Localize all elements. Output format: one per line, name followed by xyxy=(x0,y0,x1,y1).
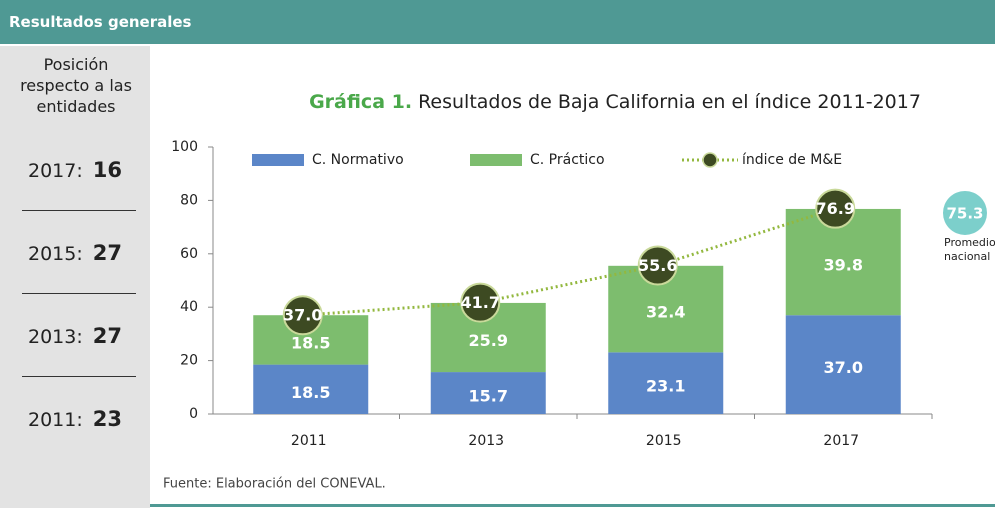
legend-label: C. Normativo xyxy=(312,152,404,168)
value-label: 18.5 xyxy=(291,383,330,402)
legend-label: C. Práctico xyxy=(530,152,605,168)
value-label: 32.4 xyxy=(646,303,685,322)
ranking-position: 27 xyxy=(92,324,122,348)
line-marker xyxy=(460,282,501,323)
figure-label: Gráfica 1. xyxy=(309,91,412,113)
bar xyxy=(430,372,546,414)
value-label: 39.8 xyxy=(824,256,863,275)
reference-value: 75.3 xyxy=(946,204,983,222)
reference-label: Promedio nacional xyxy=(944,236,995,263)
y-tick-label: 0 xyxy=(189,406,198,422)
value-label: 37.0 xyxy=(824,358,863,377)
x-tick-label: 2017 xyxy=(823,433,859,449)
ranking-title: Posición respecto a las entidades xyxy=(20,55,132,116)
legend-label: índice de M&E xyxy=(742,152,842,168)
line-marker xyxy=(815,188,856,229)
ranking-year: 2015: xyxy=(28,243,83,265)
ranking-position: 16 xyxy=(92,158,122,182)
separator xyxy=(22,376,136,377)
separator xyxy=(22,293,136,294)
value-label: 15.7 xyxy=(469,387,508,406)
y-tick-label: 100 xyxy=(171,139,198,155)
x-tick-label: 2013 xyxy=(468,433,504,449)
header-title: Resultados generales xyxy=(0,0,995,44)
line xyxy=(302,207,836,317)
line-marker xyxy=(637,245,678,286)
ranking-position: 23 xyxy=(92,407,122,431)
x-tick-label: 2015 xyxy=(646,433,682,449)
y-tick-label: 60 xyxy=(180,246,198,262)
reference-marker xyxy=(943,190,987,235)
source: Fuente: Elaboración del CONEVAL. xyxy=(163,477,386,492)
ranking-item: 2017: 16 xyxy=(0,158,150,182)
value-label: 41.7 xyxy=(461,293,500,312)
x-tick-label: 2011 xyxy=(291,433,327,449)
bar xyxy=(785,315,901,414)
bottom-border xyxy=(150,504,995,507)
legend-marker xyxy=(702,152,718,168)
value-label: 25.9 xyxy=(469,331,508,350)
title-text: Resultados de Baja California en el índi… xyxy=(418,91,921,113)
line-marker xyxy=(282,295,323,336)
separator xyxy=(22,210,136,211)
legend-swatch xyxy=(470,154,522,166)
ranking-item: 2011: 23 xyxy=(0,407,150,431)
legend-swatch xyxy=(252,154,304,166)
ranking-item: 2013: 27 xyxy=(0,324,150,348)
ranking-year: 2011: xyxy=(28,409,83,431)
ranking-item: 2015: 27 xyxy=(0,241,150,265)
value-label: 55.6 xyxy=(638,256,677,275)
chart-title: Gráfica 1. Resultados de Baja California … xyxy=(309,91,921,113)
y-tick-label: 40 xyxy=(180,299,198,315)
ranking-panel: Posición respecto a las entidades 2017: 1… xyxy=(0,46,150,508)
bar xyxy=(608,352,724,414)
ranking-year: 2017: xyxy=(28,160,83,182)
value-label: 18.5 xyxy=(291,333,330,352)
ranking-year: 2013: xyxy=(28,326,83,348)
bar xyxy=(253,364,369,414)
value-label: 37.0 xyxy=(283,306,322,325)
value-label: 23.1 xyxy=(646,377,685,396)
value-label: 76.9 xyxy=(816,199,855,218)
ranking-position: 27 xyxy=(92,241,122,265)
y-tick-label: 20 xyxy=(180,353,198,369)
y-tick-label: 80 xyxy=(180,192,198,208)
